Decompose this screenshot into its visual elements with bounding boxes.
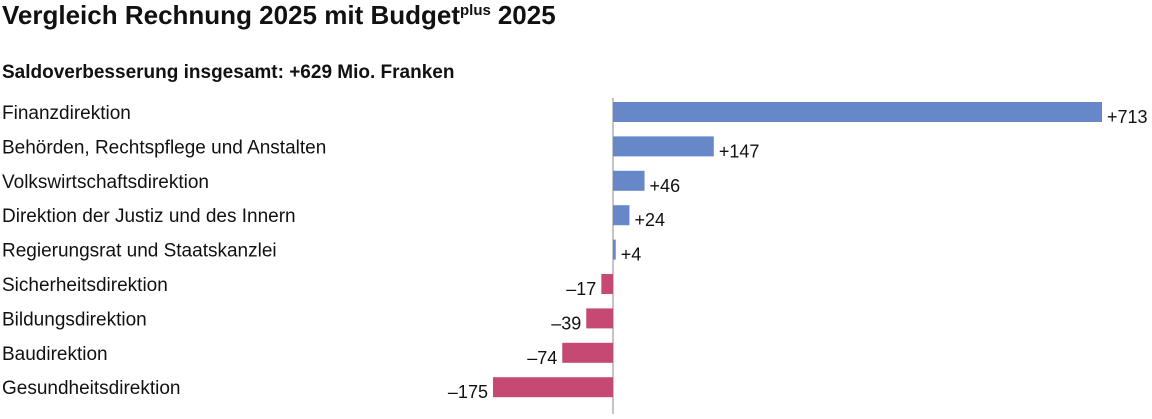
bar — [562, 342, 613, 363]
bar — [492, 377, 613, 398]
category-label: Finanzdirektion — [2, 103, 131, 124]
category-label: Baudirektion — [2, 344, 108, 365]
value-label: –17 — [566, 279, 596, 299]
bar — [601, 274, 613, 294]
bar — [613, 205, 630, 226]
title-suffix: 2025 — [498, 0, 556, 30]
category-label: Regierungsrat und Staatskanzlei — [2, 241, 277, 262]
title-superscript: plus — [460, 2, 491, 19]
value-label: +4 — [621, 245, 642, 265]
value-label: –74 — [527, 348, 557, 368]
value-label: +713 — [1107, 107, 1148, 127]
value-label: –39 — [551, 313, 581, 333]
category-label: Volkswirtschaftsdirektion — [2, 172, 209, 193]
category-label: Sicherheitsdirektion — [2, 275, 168, 296]
chart-subtitle: Saldoverbesserung insgesamt: +629 Mio. F… — [2, 62, 454, 83]
bar — [613, 136, 714, 157]
value-label: +46 — [650, 176, 681, 196]
category-label: Behörden, Rechtspflege und Anstalten — [2, 137, 326, 158]
chart-title: Vergleich Rechnung 2025 mit Budgetplus 20… — [2, 0, 556, 30]
value-label: +24 — [634, 210, 665, 230]
category-label: Direktion der Justiz und des Innern — [2, 206, 296, 227]
category-label: Gesundheitsdirektion — [2, 378, 181, 399]
value-label: +147 — [719, 141, 760, 161]
bar — [613, 170, 645, 191]
category-label: Bildungsdirektion — [2, 309, 147, 330]
bar — [613, 239, 616, 260]
bar — [613, 102, 1102, 122]
bar — [586, 308, 613, 329]
value-label: –175 — [448, 382, 488, 402]
title-text: Vergleich Rechnung 2025 mit Budget — [2, 0, 460, 30]
